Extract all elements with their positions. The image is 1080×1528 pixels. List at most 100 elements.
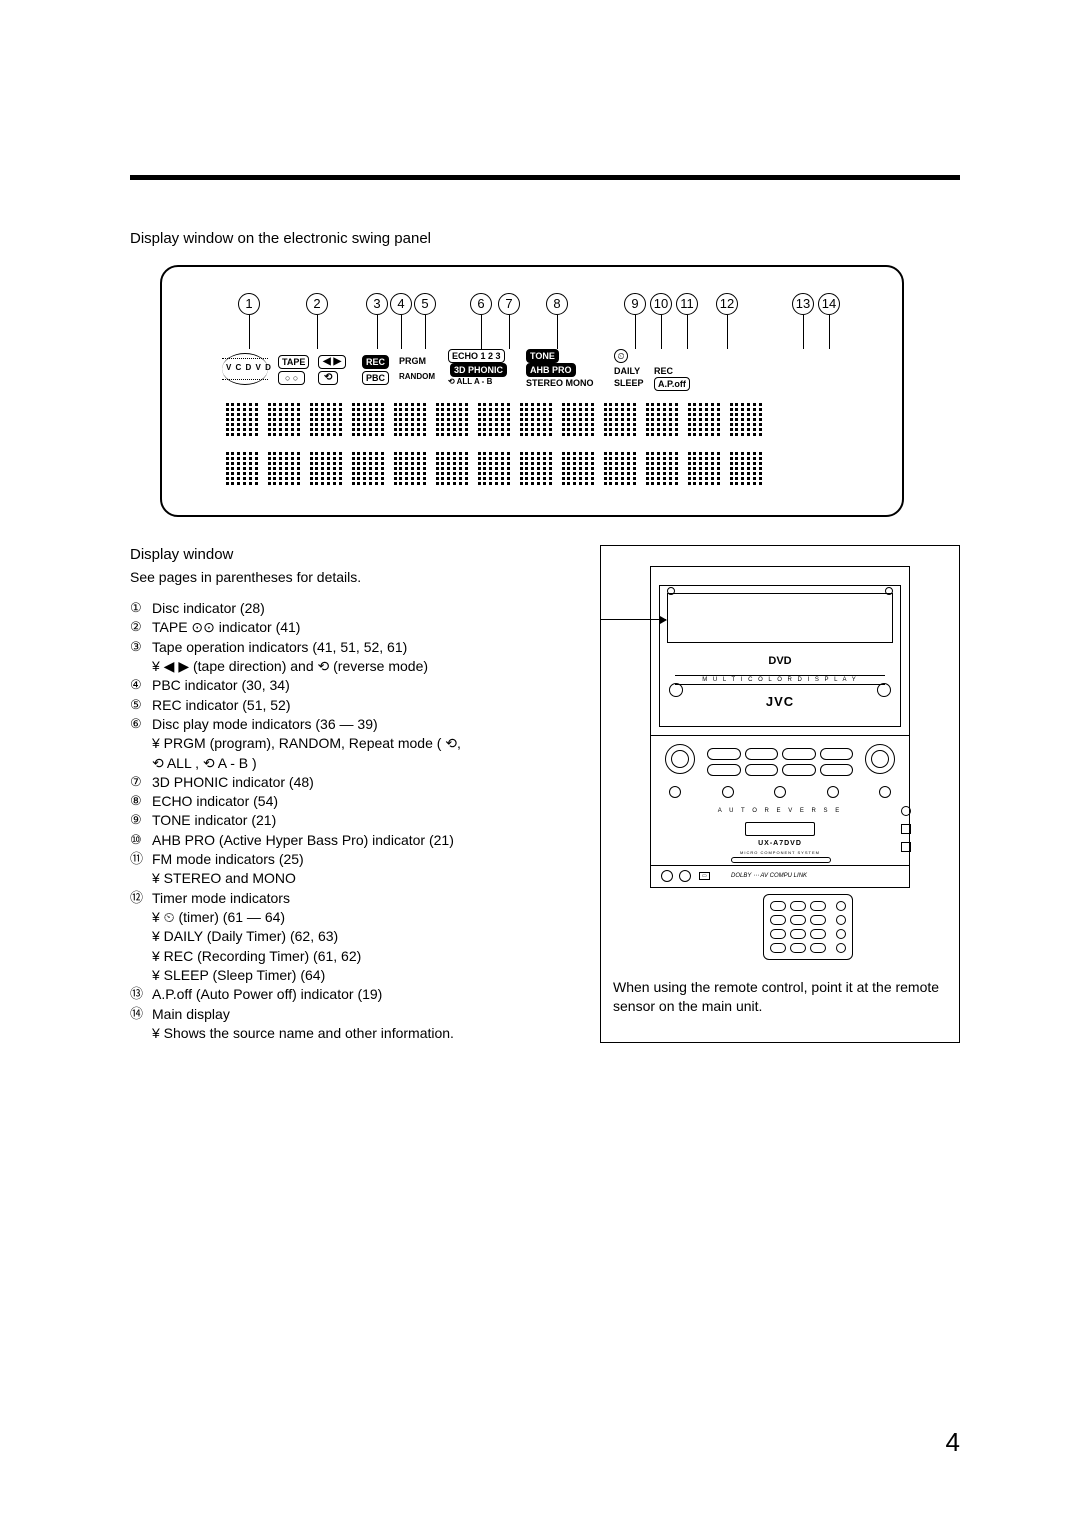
- allab-indicator: ⟲ ALL A - B: [448, 377, 492, 386]
- list-item: ⑩AHB PRO (Active Hyper Bass Pro) indicat…: [130, 831, 584, 850]
- item-text: Disc indicator (28): [152, 599, 584, 618]
- callout-line: [687, 315, 688, 349]
- callout-7: 7: [498, 293, 520, 315]
- reverse-mode-icon: ⟲: [318, 371, 338, 385]
- item-number: ⑬: [130, 985, 152, 1003]
- list-item: ⑬A.P.off (Auto Power off) indicator (19): [130, 985, 584, 1004]
- list-subitem: ¥ REC (Recording Timer) (61, 62): [130, 947, 584, 966]
- vcdvd-label: V C D V D: [226, 363, 272, 372]
- pbc-indicator: PBC: [362, 371, 389, 385]
- jack1-icon: [661, 870, 673, 882]
- item-number: ⑤: [130, 696, 152, 714]
- list-subitem: ¥ Shows the source name and other inform…: [130, 1024, 584, 1043]
- callout-12: 12: [716, 293, 738, 315]
- matrix-col: [394, 452, 426, 487]
- item-number: ⑪: [130, 850, 152, 868]
- subitem-text: ¥ STEREO and MONO: [152, 869, 584, 888]
- item-text: PBC indicator (30, 34): [152, 676, 584, 695]
- list-item: ⑫Timer mode indicators: [130, 889, 584, 908]
- unit-mid-panel: A U T O R E V E R S E UX-A7DVD MICRO COM…: [650, 736, 910, 866]
- subitem-text: ¥ DAILY (Daily Timer) (62, 63): [152, 927, 584, 946]
- callout-line: [661, 315, 662, 349]
- callout-line: [317, 315, 318, 349]
- callout-3: 3: [366, 293, 388, 315]
- callout-6: 6: [470, 293, 492, 315]
- matrix-col: [646, 403, 678, 438]
- subitem-text: ¥ ◀ ▶ (tape direction) and ⟲ (reverse mo…: [152, 657, 584, 676]
- callout-line: [377, 315, 378, 349]
- dvd-logo: DVD: [651, 655, 909, 667]
- matrix-col: [310, 403, 342, 438]
- item-text: Timer mode indicators: [152, 889, 584, 908]
- matrix-col: [646, 452, 678, 487]
- callout-line: [727, 315, 728, 349]
- matrix-col: [520, 403, 552, 438]
- item-text: Disc play mode indicators (36 — 39): [152, 715, 584, 734]
- matrix-col: [688, 452, 720, 487]
- jack2-icon: [679, 870, 691, 882]
- legend-title: Display window: [130, 545, 584, 566]
- callout-line: [557, 315, 558, 349]
- list-subitem: ¥ STEREO and MONO: [130, 869, 584, 888]
- list-item: ②TAPE ⊙⊙ indicator (41): [130, 618, 584, 637]
- echo-indicator: ECHO 1 2 3: [448, 349, 505, 363]
- button-grid: [707, 748, 853, 776]
- sleep-indicator: SLEEP: [614, 377, 644, 389]
- small-control-row: [669, 786, 891, 798]
- callout-line: [249, 315, 250, 349]
- screw-br-icon: [877, 683, 891, 697]
- matrix-col: [352, 452, 384, 487]
- top-rule: [130, 175, 960, 180]
- legend-column: Display window See pages in parentheses …: [130, 545, 584, 1043]
- knob-right-icon: [865, 744, 895, 774]
- callout-row: 1234567891011121314: [226, 293, 872, 351]
- model-sub-label: MICRO COMPONENT SYSTEM: [651, 850, 909, 855]
- auto-reverse-label: A U T O R E V E R S E: [651, 808, 909, 814]
- callout-2: 2: [306, 293, 328, 315]
- subitem-text: ¥ REC (Recording Timer) (61, 62): [152, 947, 584, 966]
- tone-indicator: TONE: [526, 349, 559, 363]
- item-text: REC indicator (51, 52): [152, 696, 584, 715]
- subitem-text: ⟲ ALL , ⟲ A - B ): [152, 754, 584, 773]
- display-diagram: 1234567891011121314 V C D V D TAPE ○ ○ ◀…: [160, 265, 904, 517]
- matrix-col: [562, 403, 594, 438]
- ahb-indicator: AHB PRO: [526, 363, 576, 377]
- stereo-mono-indicator: STEREO MONO: [526, 377, 594, 389]
- tape-indicator: TAPE: [278, 355, 309, 369]
- subitem-text: ¥ ⏲ (timer) (61 — 64): [152, 908, 584, 927]
- subitem-text: ¥ Shows the source name and other inform…: [152, 1024, 584, 1043]
- list-subitem: ¥ SLEEP (Sleep Timer) (64): [130, 966, 584, 985]
- item-text: TAPE ⊙⊙ indicator (41): [152, 618, 584, 637]
- callout-1: 1: [238, 293, 260, 315]
- apoff-indicator: A.P.off: [654, 377, 690, 391]
- model-label: UX-A7DVD: [651, 840, 909, 847]
- timer-icon: ⏲: [614, 349, 628, 363]
- item-number: ③: [130, 638, 152, 656]
- knob-left-icon: [665, 744, 695, 774]
- item-text: Tape operation indicators (41, 51, 52, 6…: [152, 638, 584, 657]
- subitem-text: ¥ PRGM (program), RANDOM, Repeat mode ( …: [152, 734, 584, 753]
- item-text: AHB PRO (Active Hyper Bass Pro) indicato…: [152, 831, 584, 850]
- matrix-col: [478, 452, 510, 487]
- list-item: ⑥Disc play mode indicators (36 — 39): [130, 715, 584, 734]
- list-item: ③Tape operation indicators (41, 51, 52, …: [130, 638, 584, 657]
- matrix-col: [688, 403, 720, 438]
- tray-icon: [731, 857, 831, 863]
- matrix-col: [604, 403, 636, 438]
- item-text: A.P.off (Auto Power off) indicator (19): [152, 985, 584, 1004]
- indicator-area: V C D V D TAPE ○ ○ ◀ ▶ ⟲ REC PBC PRGM RA…: [226, 353, 872, 395]
- matrix-col: [310, 452, 342, 487]
- matrix-col: [478, 403, 510, 438]
- item-number: ⑥: [130, 715, 152, 733]
- item-number: ⑩: [130, 831, 152, 849]
- matrix-col: [520, 452, 552, 487]
- list-item: ④PBC indicator (30, 34): [130, 676, 584, 695]
- bot-badge: ▭: [699, 872, 710, 880]
- item-number: ②: [130, 618, 152, 636]
- list-subitem: ⟲ ALL , ⟲ A - B ): [130, 754, 584, 773]
- callout-line: [635, 315, 636, 349]
- matrix-col: [436, 403, 468, 438]
- matrix-col: [562, 452, 594, 487]
- dot-matrix-row1: [226, 403, 872, 438]
- dot-matrix-row2: [226, 452, 872, 487]
